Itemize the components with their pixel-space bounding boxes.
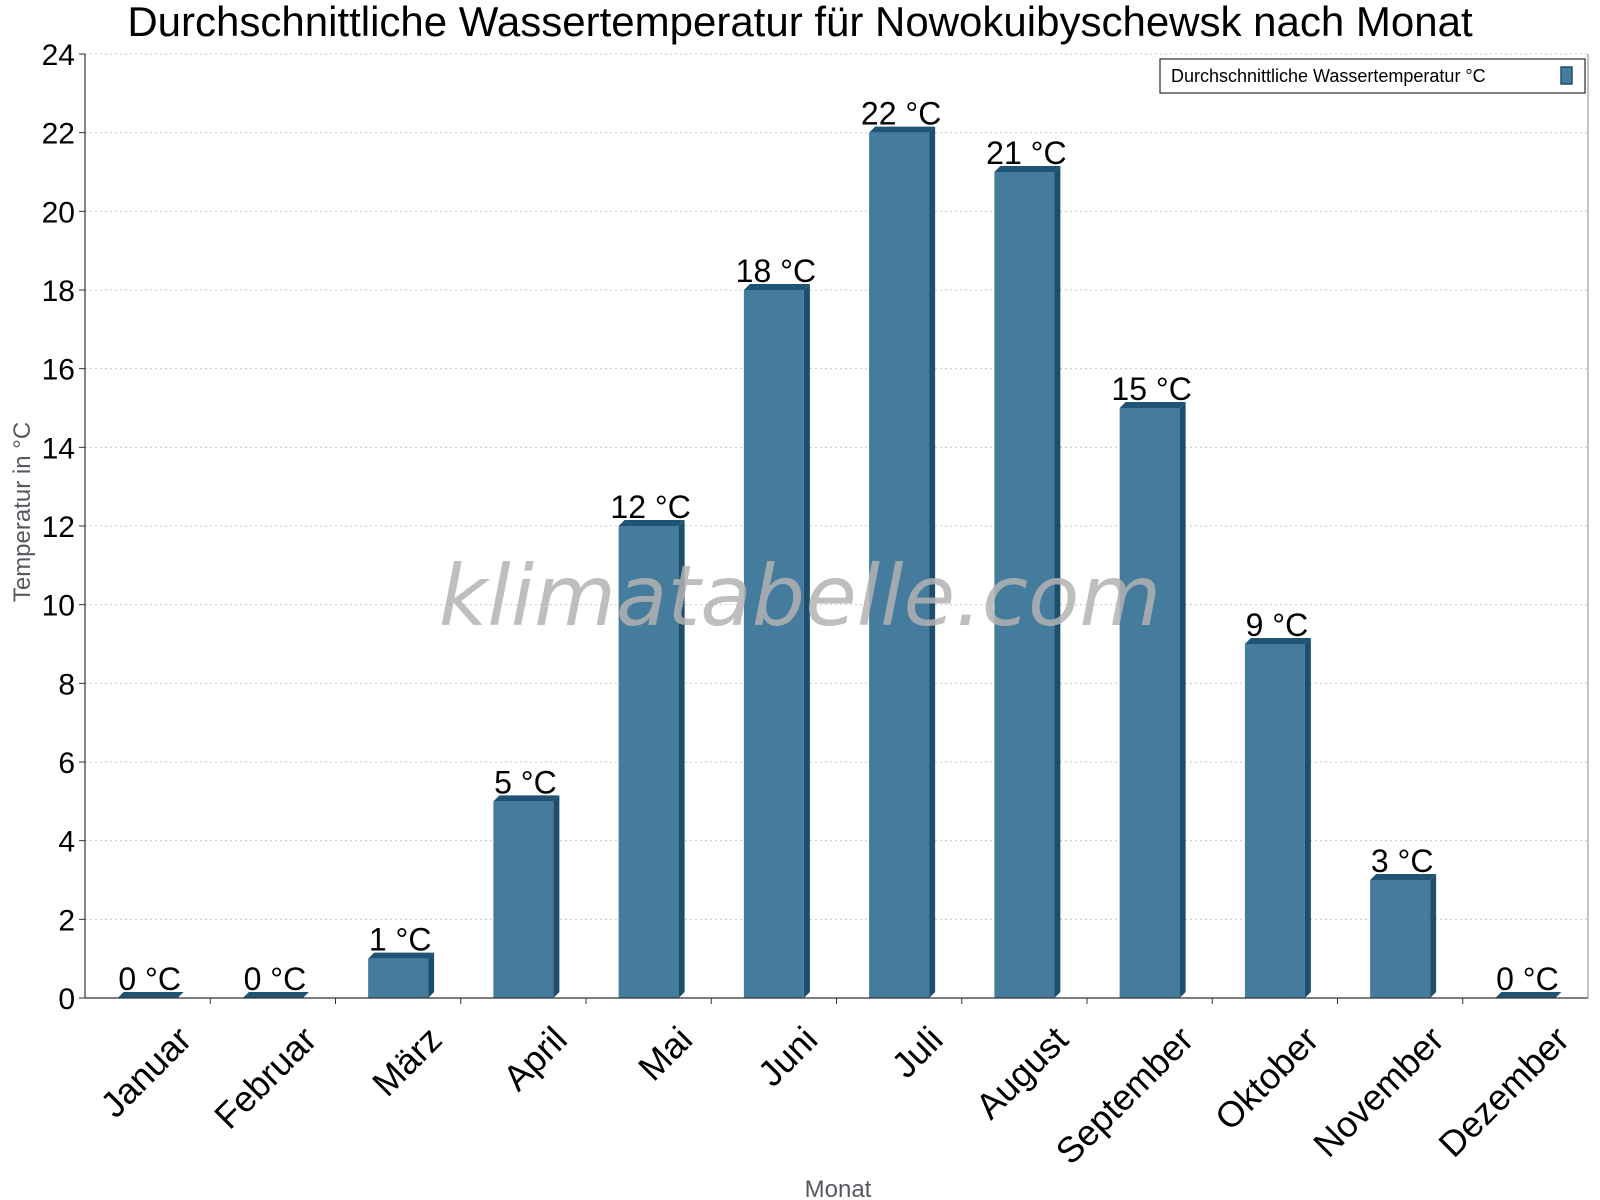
chart-title: Durchschnittliche Wassertemperatur für N…	[127, 0, 1473, 45]
legend: Durchschnittliche Wassertemperatur °C	[1159, 58, 1586, 94]
bar	[1495, 992, 1562, 998]
bar	[1119, 402, 1186, 998]
data-labels: 0 °C 0 °C 1 °C 5 °C 12 °C 18 °C 22 °C 21 °C 15 °…	[118, 96, 1558, 997]
bar-top	[242, 992, 309, 998]
x-tick-label: Januar	[92, 1018, 199, 1125]
bar-front	[869, 132, 930, 998]
legend-box	[1159, 58, 1586, 94]
bar-top	[743, 284, 810, 290]
data-label: 18 °C	[736, 253, 816, 289]
bar-front	[368, 958, 429, 998]
bar-top	[493, 795, 560, 802]
bar-front	[493, 801, 554, 998]
data-label: 12 °C	[610, 489, 690, 525]
bar-side	[1054, 166, 1061, 998]
bars	[117, 126, 1562, 998]
x-tick-label: Mai	[630, 1018, 700, 1088]
y-tick-label: 18	[42, 275, 75, 308]
data-label: 5 °C	[494, 764, 557, 800]
bar-side	[803, 284, 810, 998]
x-tick-label: August	[968, 1018, 1076, 1126]
bar-front	[743, 290, 804, 998]
bar-top	[994, 166, 1061, 172]
data-label: 0 °C	[244, 961, 307, 997]
bar-top	[618, 520, 685, 526]
bar	[743, 284, 810, 998]
y-tick-label: 8	[58, 668, 75, 701]
y-tick-label: 20	[42, 196, 75, 229]
x-tick-label: Februar	[206, 1018, 324, 1136]
bar-side	[1430, 874, 1437, 998]
bar-front	[1370, 880, 1431, 998]
bar-front	[1119, 408, 1180, 998]
bar-side	[553, 795, 560, 998]
x-tick-label: April	[495, 1018, 575, 1098]
bar-top	[1119, 402, 1186, 408]
data-label: 9 °C	[1246, 607, 1309, 643]
y-tick-label: 2	[58, 904, 75, 937]
data-label: 1 °C	[369, 922, 432, 958]
legend-swatch	[1560, 66, 1573, 85]
bar-top	[1495, 992, 1562, 998]
bar	[493, 795, 560, 998]
y-tick-label: 6	[58, 747, 75, 780]
x-axis-title: Monat	[805, 1176, 872, 1200]
x-axis-ticks: Januar Februar März April Mai Juni Juli AugustS…	[92, 998, 1577, 1172]
y-tick-label: 10	[42, 590, 75, 623]
bar-front	[994, 172, 1055, 998]
legend-label: Durchschnittliche Wassertemperatur °C	[1171, 66, 1486, 86]
x-tick-label: Oktober	[1207, 1018, 1327, 1138]
x-tick-label: November	[1305, 1018, 1451, 1164]
bar-side	[678, 520, 685, 998]
y-tick-label: 24	[42, 39, 75, 72]
bar-side	[1304, 638, 1311, 998]
bar-side	[1179, 402, 1186, 998]
bar	[994, 166, 1061, 998]
bar	[869, 126, 936, 998]
bar	[1244, 638, 1311, 998]
y-tick-label: 22	[42, 118, 75, 151]
y-tick-label: 0	[58, 983, 75, 1016]
bar	[117, 992, 184, 998]
watermark: klimatabelle.com	[439, 547, 1162, 645]
bar-side	[929, 126, 936, 998]
bar	[242, 992, 309, 998]
bar-front	[1244, 644, 1305, 998]
bar-front	[618, 526, 679, 998]
y-axis-title: Temperatur in °C	[9, 422, 36, 602]
bar-top	[117, 992, 184, 998]
grid-lines	[85, 53, 1588, 920]
x-tick-label: Juni	[750, 1018, 826, 1094]
y-tick-label: 14	[42, 432, 75, 465]
data-label: 15 °C	[1111, 371, 1191, 407]
data-label: 0 °C	[1496, 961, 1559, 997]
data-label: 3 °C	[1371, 843, 1434, 879]
y-tick-label: 4	[58, 826, 75, 859]
bar-top	[1244, 638, 1311, 644]
y-tick-label: 12	[42, 511, 75, 544]
x-tick-label: März	[364, 1018, 450, 1104]
bar	[368, 952, 435, 998]
x-tick-label: September	[1048, 1018, 1202, 1172]
x-tick-label: Dezember	[1430, 1018, 1576, 1164]
data-label: 21 °C	[986, 135, 1066, 171]
bar-top	[1370, 874, 1437, 880]
bar-top	[869, 126, 936, 133]
x-tick-label: Juli	[883, 1018, 950, 1085]
bar	[618, 520, 685, 998]
bar-side	[428, 952, 435, 998]
y-tick-label: 16	[42, 354, 75, 387]
data-label: 22 °C	[861, 96, 941, 132]
data-label: 0 °C	[118, 961, 181, 997]
bar	[1370, 874, 1437, 998]
bar-top	[368, 952, 435, 959]
